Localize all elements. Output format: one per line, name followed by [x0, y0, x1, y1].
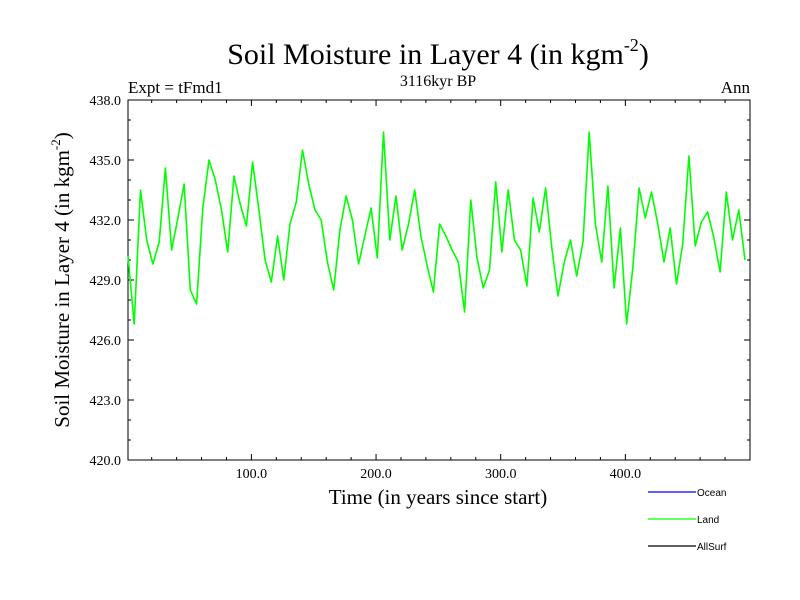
- x-axis-label: Time (in years since start): [329, 485, 548, 509]
- y-axis-label-end: ): [50, 132, 74, 139]
- legend-label-allsurf: AllSurf: [697, 542, 727, 553]
- x-tick-label: 200.0: [360, 467, 392, 482]
- season-label: Ann: [721, 78, 751, 97]
- y-tick-label: 432.0: [90, 214, 122, 229]
- series-line-land: [127, 131, 746, 325]
- experiment-label: Expt = tFmd1: [128, 78, 223, 97]
- chart-title: Soil Moisture in Layer 4 (in kgm-2): [227, 35, 649, 71]
- legend-label-land: Land: [697, 515, 719, 526]
- x-tick-label: 100.0: [236, 467, 268, 482]
- legend: Ocean Land AllSurf: [648, 488, 727, 553]
- x-tick-label: 400.0: [610, 467, 642, 482]
- y-tick-label: 435.0: [90, 154, 122, 169]
- y-tick-label: 426.0: [90, 334, 122, 349]
- x-tick-label: 300.0: [485, 467, 517, 482]
- chart-subtitle: 3116kyr BP: [400, 73, 476, 90]
- y-tick-label: 429.0: [90, 274, 122, 289]
- series-group: [127, 131, 746, 325]
- y-tick-label: 438.0: [90, 94, 122, 109]
- plot-frame: [127, 99, 751, 461]
- y-axis-ticks: 420.0 423.0 426.0 429.0 432.0 435.0 438.0: [90, 94, 750, 469]
- chart-title-sup: -2: [624, 35, 639, 55]
- y-axis-label: Soil Moisture in Layer 4 (in kgm-2): [48, 132, 74, 427]
- y-tick-label: 420.0: [90, 454, 122, 469]
- legend-label-ocean: Ocean: [697, 488, 726, 499]
- chart-title-end: ): [639, 38, 649, 71]
- y-tick-label: 423.0: [90, 394, 122, 409]
- x-axis-ticks: 100.0 200.0 300.0 400.0: [151, 100, 726, 482]
- y-axis-label-sup: -2: [48, 139, 63, 150]
- chart-title-main: Soil Moisture in Layer 4 (in kgm: [227, 38, 624, 71]
- y-axis-label-main: Soil Moisture in Layer 4 (in kgm: [50, 150, 74, 428]
